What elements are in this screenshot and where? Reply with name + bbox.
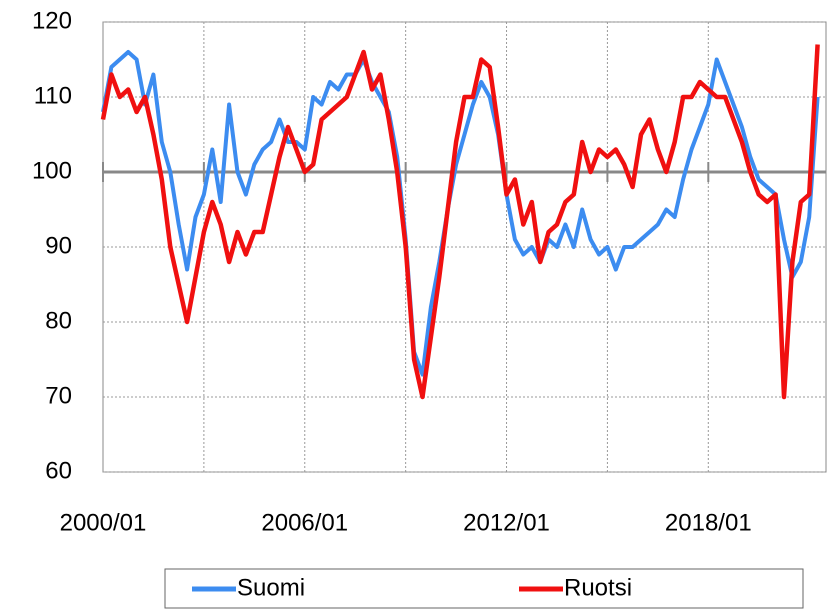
y-tick-label: 120 xyxy=(32,7,72,34)
legend-label: Suomi xyxy=(237,574,305,601)
y-tick-label: 60 xyxy=(45,457,72,484)
series-line xyxy=(101,50,820,377)
x-tick-label: 2012/01 xyxy=(463,509,550,536)
y-tick-label: 90 xyxy=(45,232,72,259)
x-tick-label: 2018/01 xyxy=(665,509,752,536)
x-tick-label: 2000/01 xyxy=(60,509,147,536)
y-tick-label: 80 xyxy=(45,307,72,334)
y-tick-label: 100 xyxy=(32,157,72,184)
x-tick-label: 2006/01 xyxy=(261,509,348,536)
legend-box xyxy=(164,568,804,609)
y-tick-label: 110 xyxy=(34,82,72,109)
series-line xyxy=(100,44,820,400)
y-tick-label: 70 xyxy=(45,382,72,409)
legend-label: Ruotsi xyxy=(564,574,632,601)
